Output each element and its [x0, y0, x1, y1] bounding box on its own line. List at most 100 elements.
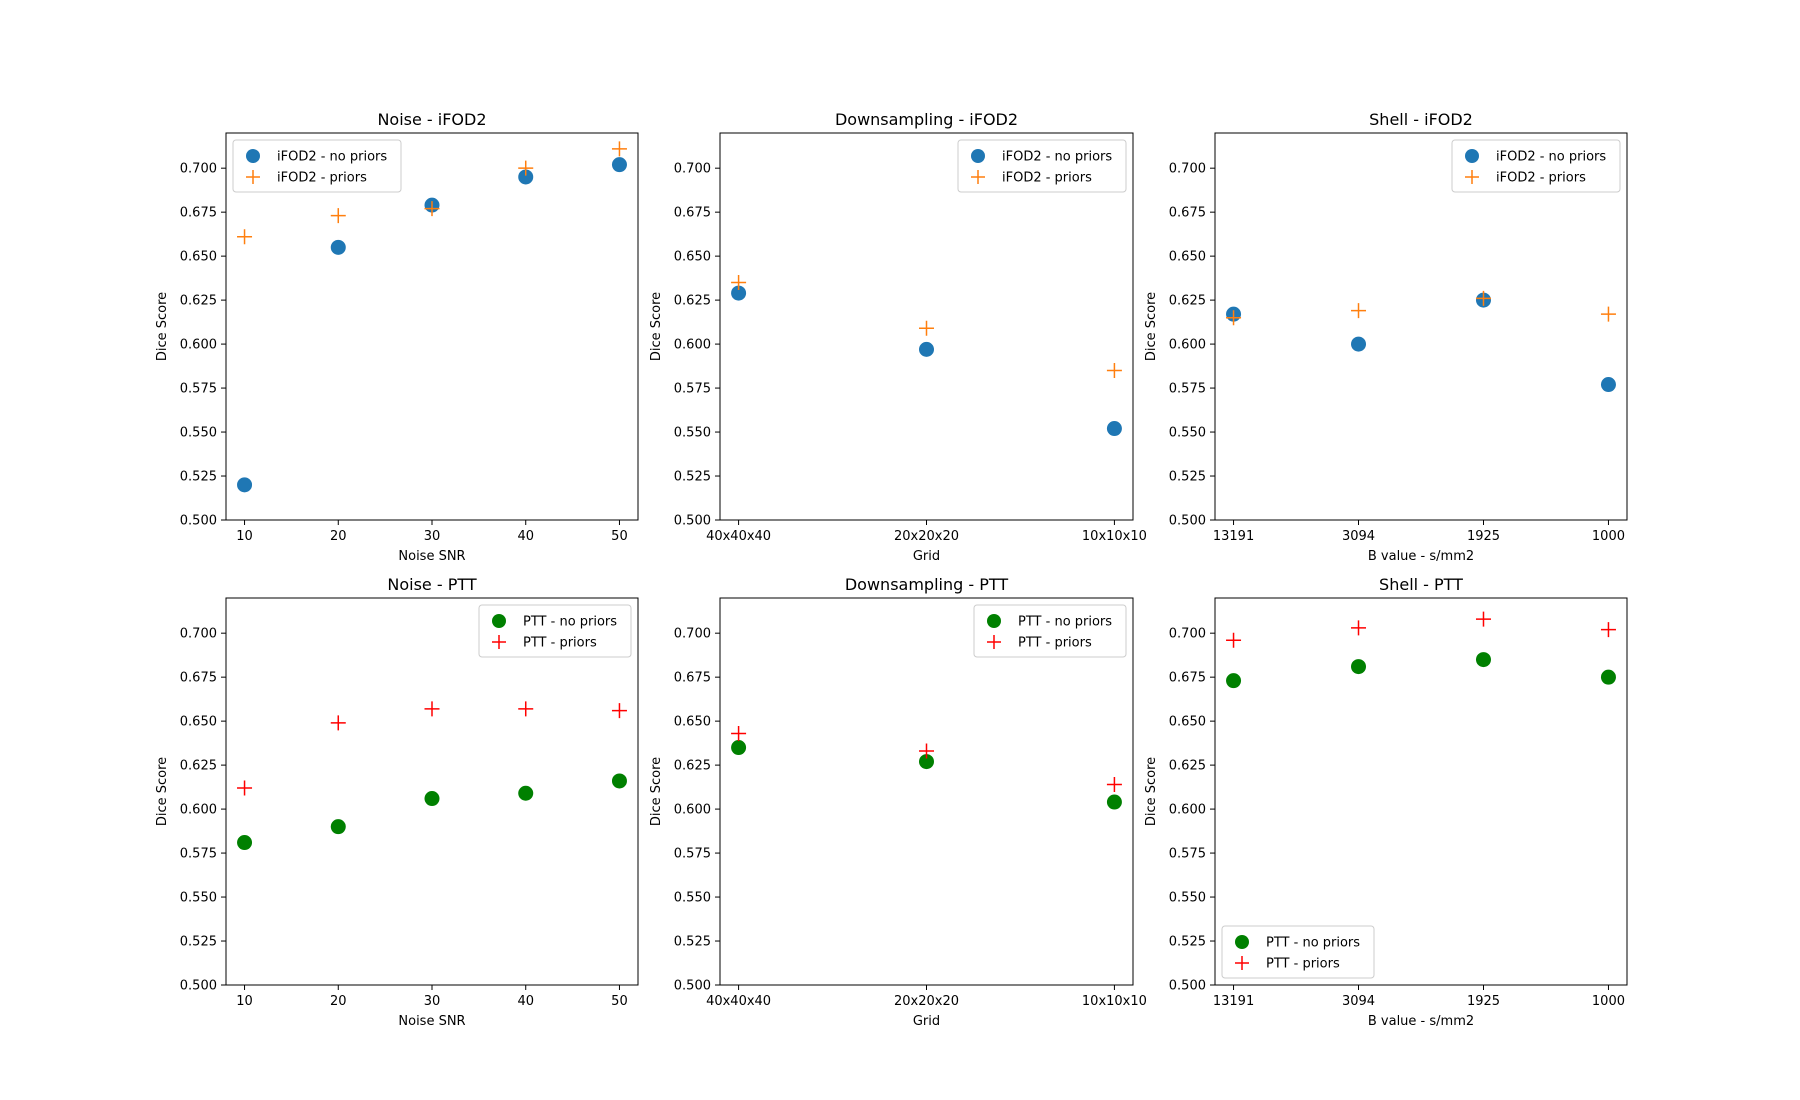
data-point-no-priors	[731, 285, 747, 301]
data-point-no-priors	[919, 754, 934, 770]
data-point-no-priors	[1600, 669, 1616, 685]
data-point-priors	[1226, 310, 1242, 326]
y-tick-label: 0.500	[674, 514, 711, 529]
data-point-priors	[1600, 306, 1616, 322]
data-point-priors	[1475, 611, 1491, 627]
legend-label: iFOD2 - priors	[277, 171, 367, 186]
y-tick-label: 0.675	[1169, 206, 1206, 221]
legend: PTT - no priors PTT - priors	[973, 604, 1127, 658]
y-tick-label: 0.675	[180, 671, 217, 686]
x-axis-label: Grid	[913, 1014, 940, 1029]
data-point-no-priors	[237, 477, 253, 493]
y-tick-label: 0.625	[1169, 294, 1206, 309]
plot-frame	[225, 132, 639, 521]
y-tick-label: 0.700	[180, 627, 217, 642]
plot-frame	[225, 597, 639, 986]
x-axis-label: Noise SNR	[398, 549, 465, 564]
y-tick-label: 0.550	[180, 426, 217, 441]
legend-marker	[1235, 935, 1249, 949]
chart-title: Downsampling - iFOD2	[835, 110, 1018, 129]
y-tick-label: 0.625	[180, 759, 217, 774]
data-point-priors	[731, 725, 747, 741]
data-point-no-priors	[611, 157, 627, 173]
y-tick-label: 0.650	[674, 715, 711, 730]
legend-label: PTT - priors	[1018, 636, 1092, 651]
data-point-no-priors	[611, 773, 627, 789]
y-tick-label: 0.550	[674, 426, 711, 441]
data-point-no-priors	[731, 740, 747, 756]
legend-box	[957, 139, 1127, 193]
x-tick-label: 1000	[1592, 529, 1625, 544]
y-tick-label: 0.525	[1169, 470, 1206, 485]
y-tick-label: 0.550	[180, 891, 217, 906]
panel-shell-ptt: Shell - PTT 0.500 0.525 0.550 0.575 0.600 0.62…	[1144, 575, 1628, 1029]
y-tick-label: 0.625	[180, 294, 217, 309]
y-tick-label: 0.600	[180, 338, 217, 353]
legend-marker	[1465, 170, 1479, 184]
y-tick-label: 0.650	[1169, 715, 1206, 730]
x-tick-label: 30	[424, 529, 441, 544]
data-point-no-priors	[1106, 421, 1122, 437]
legend-box	[973, 604, 1127, 658]
data-point-priors	[1351, 620, 1367, 636]
legend-box	[1451, 139, 1621, 193]
y-tick-label: 0.625	[1169, 759, 1206, 774]
legend-marker	[492, 614, 506, 628]
panel-noise-ptt: Noise - PTT 0.500 0.525 0.550 0.575 0.600 0.62…	[155, 575, 639, 1029]
y-tick-label: 0.575	[674, 382, 711, 397]
legend: iFOD2 - no priors iFOD2 - priors	[232, 139, 402, 193]
data-point-no-priors	[1351, 336, 1367, 352]
x-tick-label: 20x20x20	[894, 529, 959, 544]
y-tick-label: 0.700	[1169, 627, 1206, 642]
legend: PTT - no priors PTT - priors	[478, 604, 632, 658]
y-tick-label: 0.675	[674, 671, 711, 686]
legend-marker	[492, 635, 506, 649]
x-axis-label: Noise SNR	[398, 1014, 465, 1029]
data-point-no-priors	[1600, 377, 1616, 393]
legend-marker	[971, 170, 985, 184]
legend-label: iFOD2 - priors	[1002, 171, 1092, 186]
x-axis-label: Grid	[913, 549, 940, 564]
x-tick-label: 40x40x40	[706, 529, 771, 544]
y-tick-label: 0.650	[674, 250, 711, 265]
plot-frame	[719, 597, 1134, 986]
x-axis-label: B value - s/mm2	[1368, 1014, 1474, 1029]
x-tick-label: 20x20x20	[894, 994, 959, 1009]
legend-marker	[987, 635, 1001, 649]
legend-box	[232, 139, 402, 193]
x-tick-label: 40	[517, 994, 534, 1009]
y-axis-label: Dice Score	[1144, 292, 1159, 361]
y-tick-label: 0.525	[674, 935, 711, 950]
y-tick-label: 0.575	[1169, 847, 1206, 862]
legend-label: iFOD2 - no priors	[1496, 150, 1606, 165]
x-tick-label: 10	[236, 529, 253, 544]
legend-marker	[246, 149, 260, 163]
y-tick-label: 0.525	[180, 470, 217, 485]
data-point-priors	[1106, 362, 1122, 378]
x-tick-label: 13191	[1213, 529, 1254, 544]
data-point-priors	[1226, 632, 1242, 648]
x-tick-label: 13191	[1213, 994, 1254, 1009]
y-tick-label: 0.600	[180, 803, 217, 818]
x-tick-label: 30	[424, 994, 441, 1009]
y-axis-label: Dice Score	[155, 757, 170, 826]
x-axis-label: B value - s/mm2	[1368, 549, 1474, 564]
y-tick-label: 0.525	[1169, 935, 1206, 950]
x-tick-label: 10x10x10	[1082, 529, 1147, 544]
legend-label: PTT - priors	[523, 636, 597, 651]
x-tick-label: 3094	[1342, 994, 1375, 1009]
y-tick-label: 0.575	[674, 847, 711, 862]
x-tick-label: 20	[330, 994, 347, 1009]
y-tick-label: 0.675	[180, 206, 217, 221]
data-point-priors	[1351, 303, 1367, 319]
x-tick-label: 10	[236, 994, 253, 1009]
chart-title: Noise - iFOD2	[377, 110, 486, 129]
data-point-no-priors	[1475, 652, 1491, 668]
y-tick-label: 0.525	[180, 935, 217, 950]
x-tick-label: 40	[517, 529, 534, 544]
chart-title: Shell - iFOD2	[1369, 110, 1473, 129]
y-axis-label: Dice Score	[649, 757, 664, 826]
y-axis-label: Dice Score	[155, 292, 170, 361]
legend-label: iFOD2 - priors	[1496, 171, 1586, 186]
